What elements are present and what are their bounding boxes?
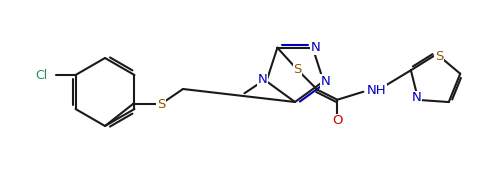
Text: Cl: Cl — [35, 68, 47, 82]
Text: NH: NH — [366, 84, 385, 97]
Text: S: S — [293, 63, 301, 76]
Text: N: N — [410, 91, 420, 104]
Text: S: S — [157, 97, 165, 110]
Text: N: N — [257, 73, 267, 86]
Text: S: S — [434, 50, 442, 63]
Text: O: O — [331, 114, 342, 127]
Text: N: N — [320, 75, 330, 88]
Text: N: N — [310, 41, 320, 54]
